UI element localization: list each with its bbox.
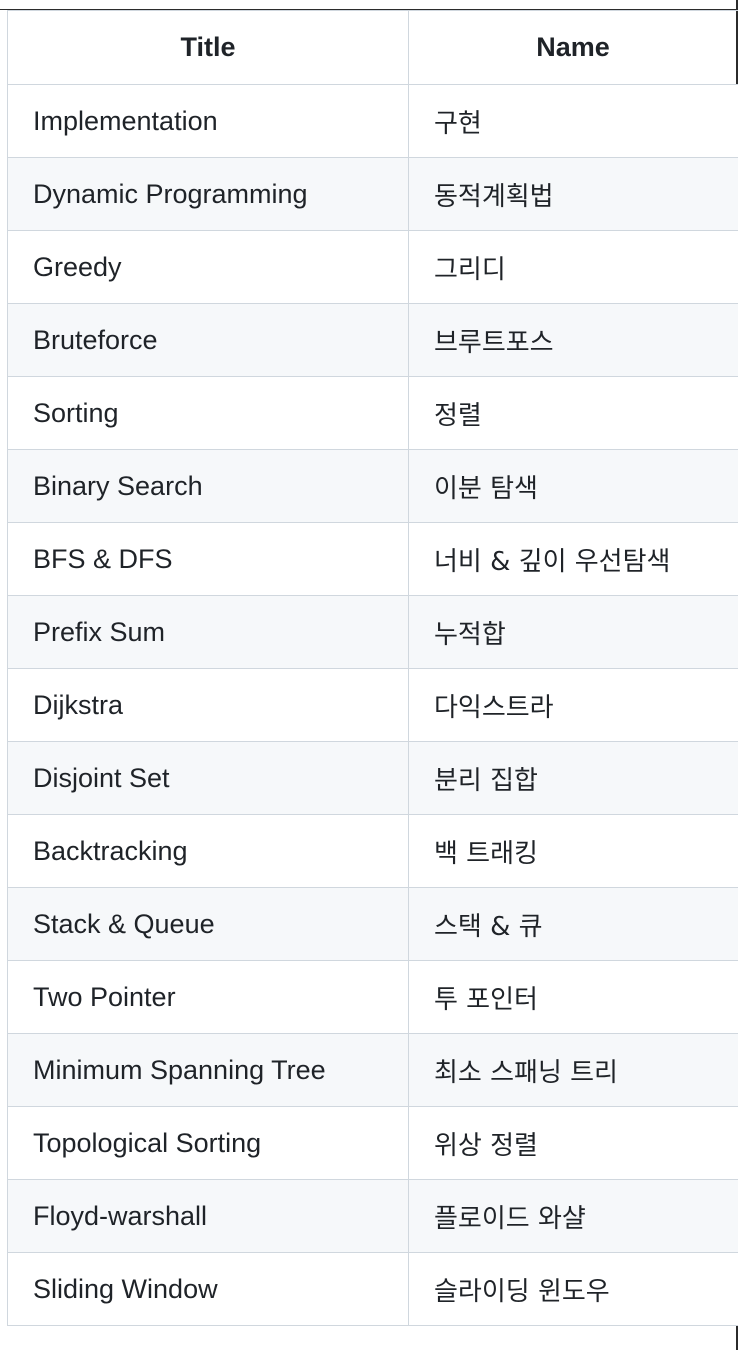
table-row: Topological Sorting 위상 정렬: [7, 1106, 738, 1180]
cell-title: Implementation: [7, 84, 409, 158]
table-row: Dynamic Programming 동적계획법: [7, 157, 738, 231]
cell-name: 누적합: [408, 595, 738, 669]
cell-name: 이분 탐색: [408, 449, 738, 523]
cell-title: Topological Sorting: [7, 1106, 409, 1180]
algorithms-table: Title Name Implementation 구현 Dynamic Progr…: [7, 10, 738, 1326]
algorithms-table-container: Title Name Implementation 구현 Dynamic Progr…: [7, 10, 738, 1326]
cell-name: 투 포인터: [408, 960, 738, 1034]
cell-title: Dijkstra: [7, 668, 409, 742]
header-row: Title Name: [7, 10, 738, 85]
table-row: Sliding Window 슬라이딩 윈도우: [7, 1252, 738, 1326]
cell-title: Sorting: [7, 376, 409, 450]
cell-title: Two Pointer: [7, 960, 409, 1034]
cell-title: BFS & DFS: [7, 522, 409, 596]
cell-title: Floyd-warshall: [7, 1179, 409, 1253]
table-row: BFS & DFS 너비 & 깊이 우선탐색: [7, 522, 738, 596]
table-row: Dijkstra 다익스트라: [7, 668, 738, 742]
table-row: Minimum Spanning Tree 최소 스패닝 트리: [7, 1033, 738, 1107]
table-row: Two Pointer 투 포인터: [7, 960, 738, 1034]
cell-title: Backtracking: [7, 814, 409, 888]
cell-title: Disjoint Set: [7, 741, 409, 815]
cell-name: 분리 집합: [408, 741, 738, 815]
cell-name: 슬라이딩 윈도우: [408, 1252, 738, 1326]
table-body: Implementation 구현 Dynamic Programming 동적계획법…: [7, 84, 738, 1326]
cell-title: Minimum Spanning Tree: [7, 1033, 409, 1107]
cell-name: 플로이드 와샬: [408, 1179, 738, 1253]
cell-name: 동적계획법: [408, 157, 738, 231]
table-row: Prefix Sum 누적합: [7, 595, 738, 669]
table-row: Disjoint Set 분리 집합: [7, 741, 738, 815]
cell-name: 브루트포스: [408, 303, 738, 377]
cell-title: Greedy: [7, 230, 409, 304]
table-row: Backtracking 백 트래킹: [7, 814, 738, 888]
column-header-name: Name: [408, 10, 738, 85]
cell-name: 구현: [408, 84, 738, 158]
column-header-title: Title: [7, 10, 409, 85]
table-row: Floyd-warshall 플로이드 와샬: [7, 1179, 738, 1253]
cell-name: 그리디: [408, 230, 738, 304]
top-frame-border: [0, 0, 738, 10]
cell-title: Sliding Window: [7, 1252, 409, 1326]
table-header: Title Name: [7, 10, 738, 85]
cell-name: 위상 정렬: [408, 1106, 738, 1180]
table-row: Stack & Queue 스택 & 큐: [7, 887, 738, 961]
cell-title: Dynamic Programming: [7, 157, 409, 231]
cell-name: 다익스트라: [408, 668, 738, 742]
cell-title: Prefix Sum: [7, 595, 409, 669]
cell-name: 너비 & 깊이 우선탐색: [408, 522, 738, 596]
table-row: Greedy 그리디: [7, 230, 738, 304]
table-row: Sorting 정렬: [7, 376, 738, 450]
cell-title: Bruteforce: [7, 303, 409, 377]
cell-name: 최소 스패닝 트리: [408, 1033, 738, 1107]
table-row: Bruteforce 브루트포스: [7, 303, 738, 377]
cell-name: 스택 & 큐: [408, 887, 738, 961]
table-row: Implementation 구현: [7, 84, 738, 158]
cell-title: Stack & Queue: [7, 887, 409, 961]
cell-name: 백 트래킹: [408, 814, 738, 888]
cell-name: 정렬: [408, 376, 738, 450]
table-row: Binary Search 이분 탐색: [7, 449, 738, 523]
cell-title: Binary Search: [7, 449, 409, 523]
